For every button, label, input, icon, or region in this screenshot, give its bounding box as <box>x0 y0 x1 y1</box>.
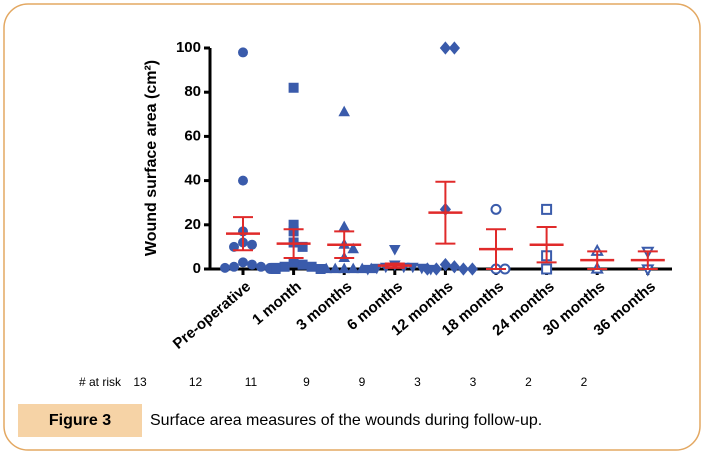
y-axis-label: Wound surface area (cm²) <box>143 60 160 256</box>
data-point <box>320 262 332 274</box>
data-point <box>228 241 240 252</box>
y-tick-label: 80 <box>184 83 201 100</box>
data-point <box>389 245 401 256</box>
data-point <box>237 175 249 186</box>
data-point <box>219 262 231 273</box>
data-point <box>306 261 317 272</box>
data-point <box>421 262 434 276</box>
data-point <box>362 264 374 276</box>
data-point <box>466 262 479 276</box>
data-point <box>270 264 281 274</box>
at-risk-value: 9 <box>303 375 310 389</box>
data-point <box>237 257 249 268</box>
data-point <box>338 262 350 274</box>
data-point <box>297 259 308 270</box>
data-point <box>430 262 443 276</box>
data-point <box>439 257 452 272</box>
data-point <box>228 261 240 272</box>
data-point <box>490 203 502 215</box>
data-point <box>439 41 452 55</box>
at-risk-value: 12 <box>189 375 203 389</box>
data-point <box>246 259 258 270</box>
caption-label: Figure 3 <box>49 412 111 429</box>
y-tick-label: 20 <box>184 216 201 233</box>
data-point <box>246 239 258 250</box>
at-risk-label: # at risk <box>79 375 122 389</box>
caption-text: Surface area measures of the wounds duri… <box>150 412 542 429</box>
data-point <box>279 261 290 272</box>
y-tick-label: 0 <box>193 260 201 277</box>
y-tick-label: 100 <box>176 39 201 56</box>
caption-label-box <box>18 404 142 437</box>
data-point <box>448 260 461 274</box>
data-point <box>255 261 267 272</box>
data-point <box>288 82 299 93</box>
at-risk-value: 11 <box>245 375 258 389</box>
at-risk-value: 3 <box>414 375 421 389</box>
data-point <box>457 262 470 276</box>
data-point <box>541 203 553 215</box>
data-point <box>347 262 359 274</box>
data-point <box>541 263 553 275</box>
data-point <box>338 105 350 117</box>
at-risk-value: 13 <box>133 375 147 389</box>
data-point <box>288 257 299 268</box>
data-point <box>329 262 341 274</box>
at-risk-value: 2 <box>525 375 532 389</box>
y-tick-label: 40 <box>184 172 201 189</box>
data-point <box>347 242 359 254</box>
at-risk-value: 3 <box>470 375 477 389</box>
at-risk-value: 9 <box>359 375 366 389</box>
frame <box>3 3 701 451</box>
data-point <box>448 41 461 55</box>
at-risk-value: 2 <box>581 375 588 389</box>
data-point <box>237 47 249 58</box>
y-tick-label: 60 <box>184 127 201 144</box>
